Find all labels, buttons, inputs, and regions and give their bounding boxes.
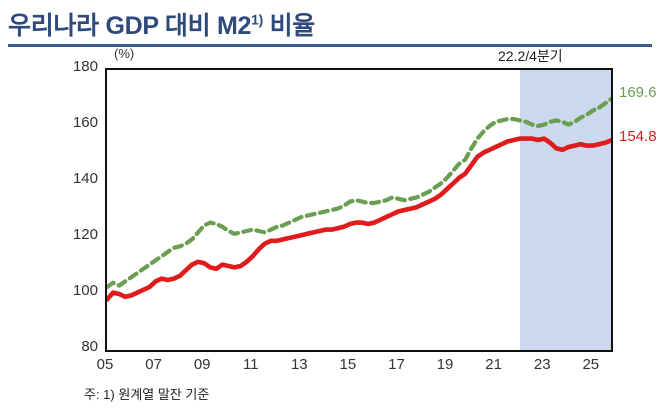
x-axis-tick-17: 17 [388, 356, 405, 373]
x-axis-tick-23: 23 [533, 356, 551, 373]
forecast-shaded-region [519, 70, 611, 350]
y-axis-tick-160: 160 [72, 114, 98, 131]
page-title-footnote-marker: 1) [251, 11, 263, 28]
period-annotation: 22.2/4분기 [498, 48, 563, 64]
x-axis-tick-05: 05 [96, 356, 114, 373]
title-divider [8, 44, 652, 47]
y-axis-tick-140: 140 [72, 170, 98, 187]
x-axis-tick-11: 11 [242, 356, 259, 373]
title-bar: 우리나라 GDP 대비 M21) 비율 [0, 4, 660, 48]
series-line-new-m2 [107, 136, 611, 302]
page-title-tail: 비율 [262, 12, 316, 40]
y-axis-tick-120: 120 [72, 226, 98, 243]
plot-area [105, 68, 613, 352]
footnote: 주: 1) 원계열 말잔 기준 [84, 387, 210, 402]
y-axis-tick-100: 100 [72, 282, 98, 299]
x-axis-tick-13: 13 [290, 356, 308, 373]
end-value-label-new-m2: 154.8 [619, 128, 657, 145]
y-axis-tick-80: 80 [81, 338, 98, 355]
end-value-label-old-m2: 169.6 [619, 84, 657, 101]
x-axis-tick-07: 07 [145, 356, 162, 373]
chart-svg [107, 97, 611, 302]
x-axis-tick-25: 25 [582, 356, 600, 373]
x-axis-tick-21: 21 [485, 356, 502, 373]
page-title: 우리나라 GDP 대비 M21) 비율 [8, 6, 315, 42]
x-axis-tick-09: 09 [193, 356, 211, 373]
x-axis-tick-15: 15 [339, 356, 357, 373]
y-axis-unit-label: (%) [114, 46, 135, 61]
x-axis-tick-19: 19 [436, 356, 454, 373]
page-title-main: 우리나라 GDP 대비 M2 [8, 12, 252, 40]
series-line-old-m2 [107, 97, 611, 290]
y-axis-tick-180: 180 [72, 58, 98, 75]
